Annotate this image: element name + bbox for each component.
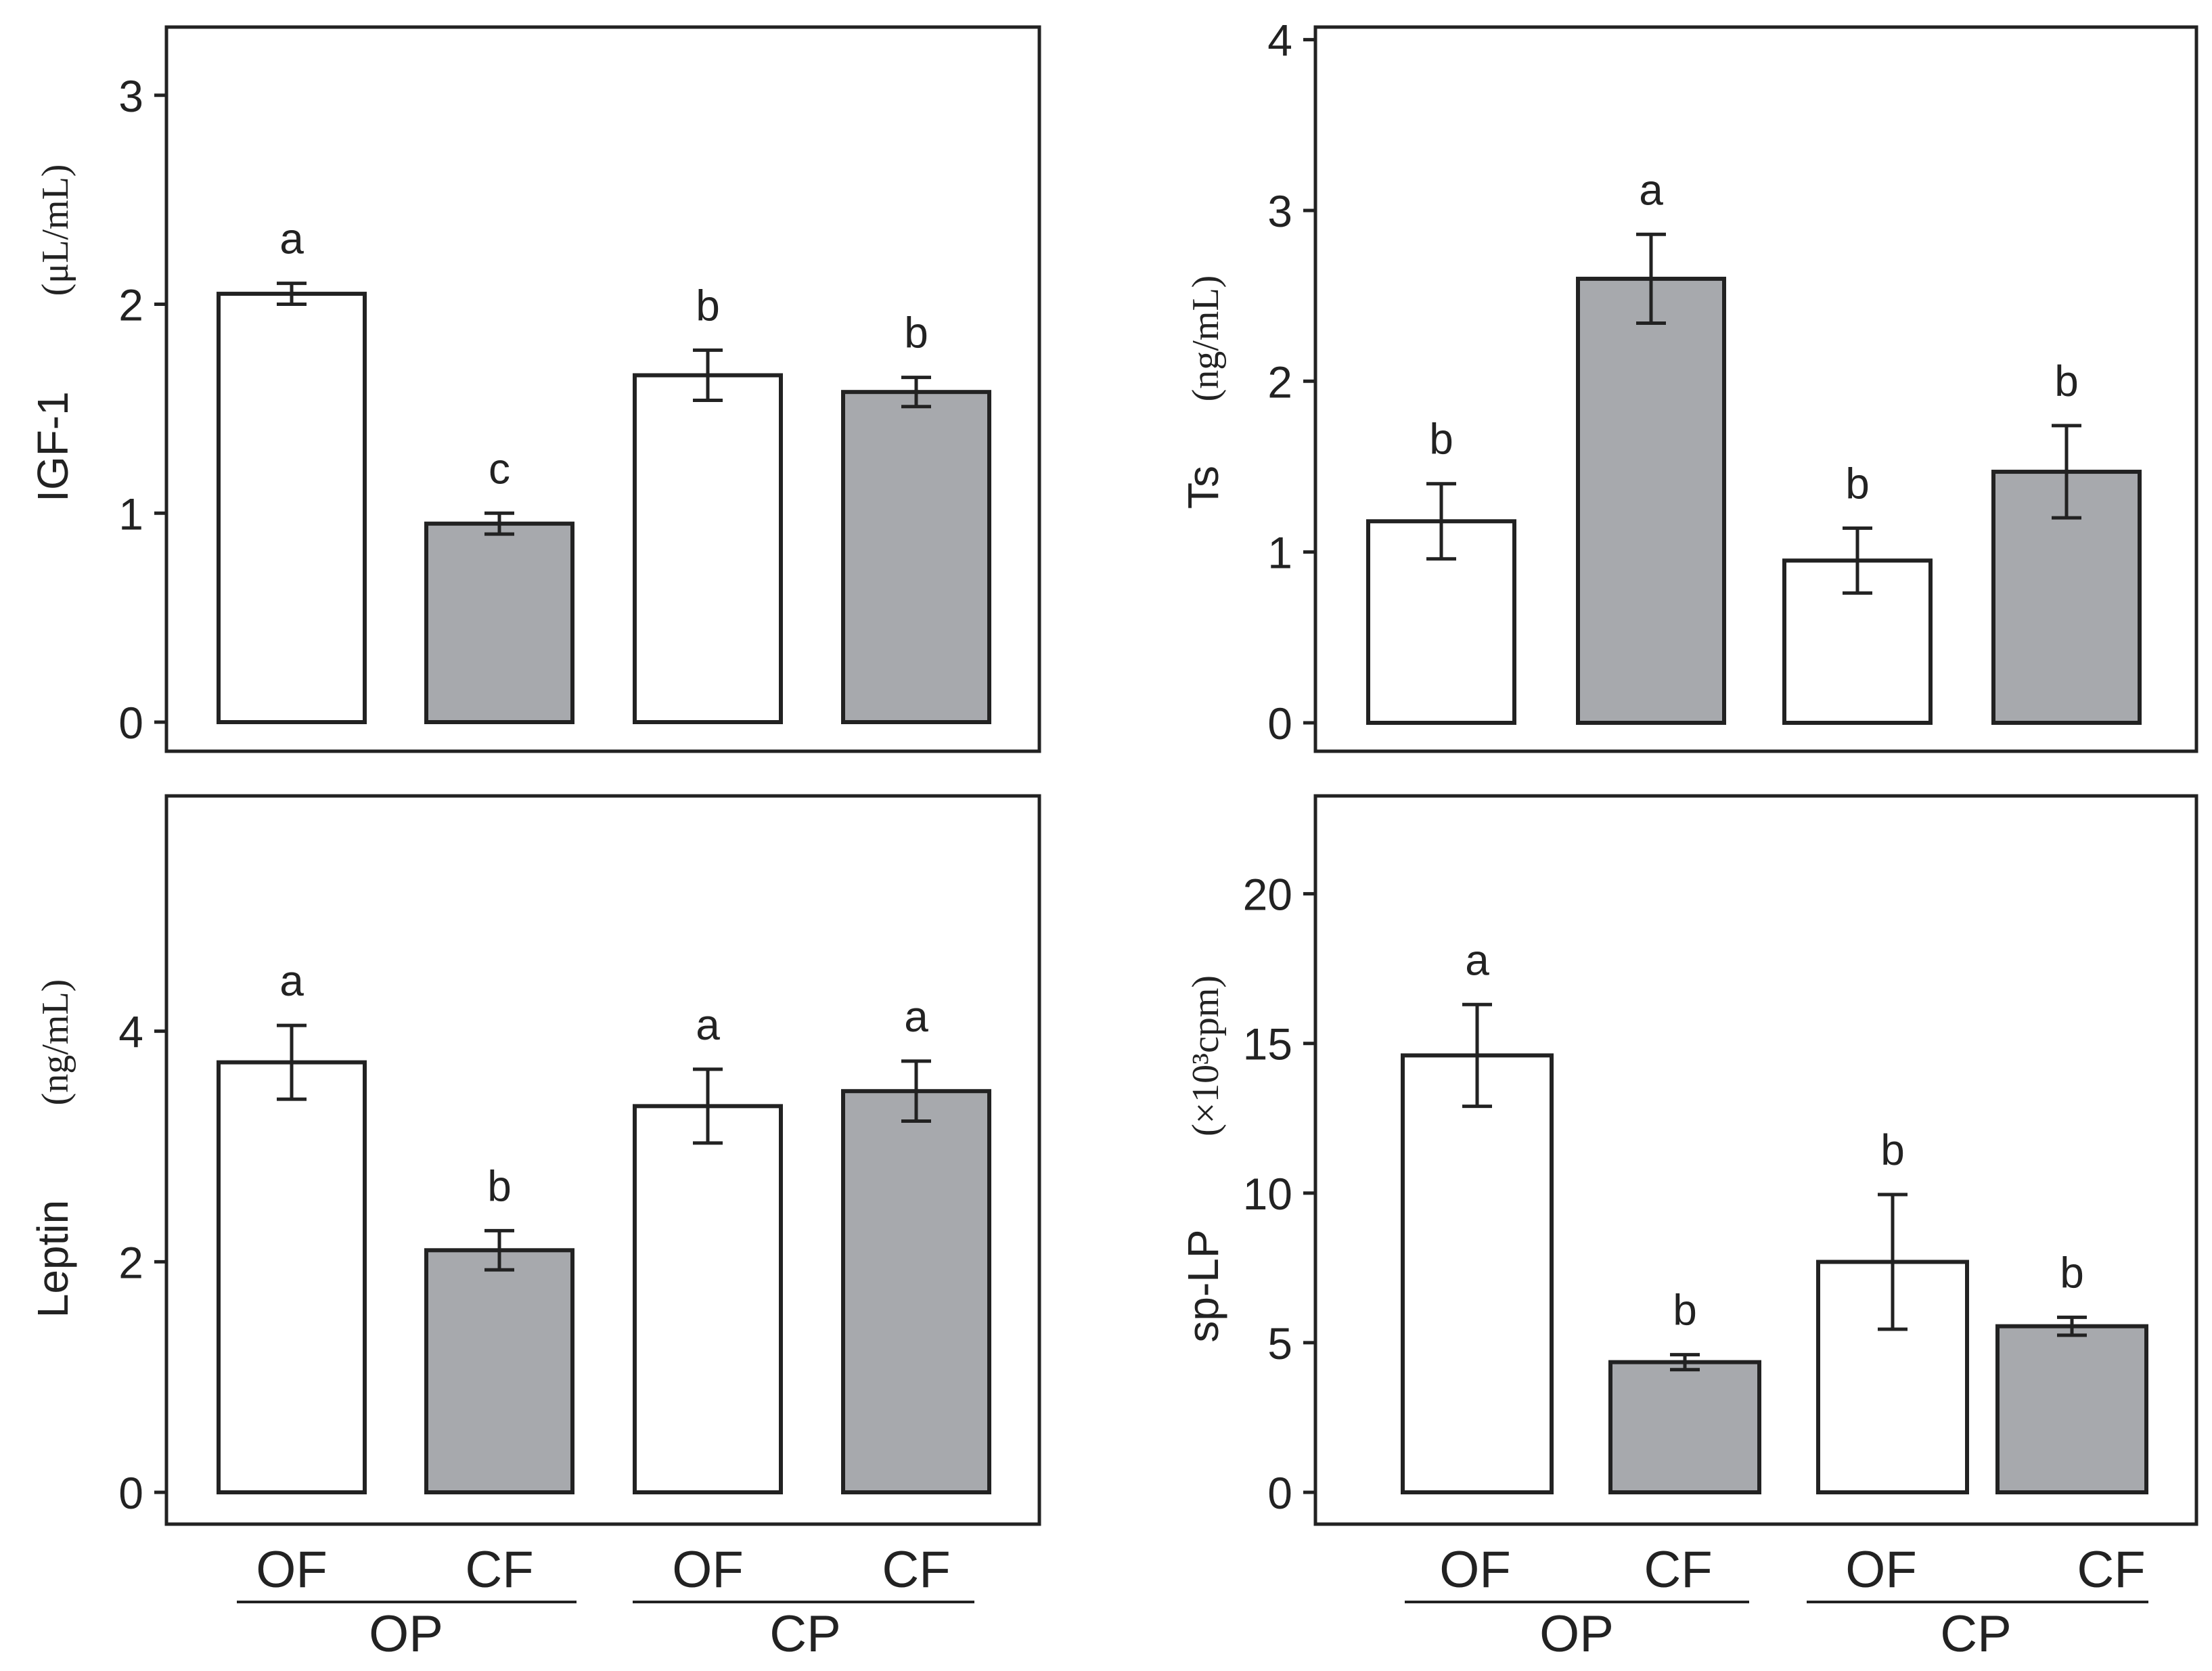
ts-significance-letters: b a b b: [1429, 165, 2079, 508]
left-xlabel-of-1: OF: [256, 1541, 328, 1599]
leptin-significance-letter-3: a: [696, 1000, 720, 1049]
igf1-bars: [217, 292, 991, 724]
ts-ylabel-main: Ts: [1179, 466, 1227, 509]
ts-bar-2: [1576, 276, 1726, 725]
left-x-group-labels: OF CF OF CF OP CP: [237, 1541, 974, 1663]
left-xlabel-cf-1: CF: [465, 1541, 533, 1599]
splp-error-bars: [1462, 1002, 2087, 1372]
splp-significance-letter-2: b: [1673, 1286, 1697, 1335]
leptin-error-bars: [277, 1023, 931, 1272]
splp-y-tick-label: 0: [1267, 1468, 1292, 1518]
right-xlabel-of-2: OF: [1845, 1541, 1917, 1599]
splp-significance-letter-3: b: [1880, 1126, 1905, 1174]
splp-ylabel-main: sp-LP: [1179, 1229, 1227, 1342]
ts-plot-frame: [1313, 25, 2198, 753]
igf1-y-tick-label: 2: [118, 280, 143, 330]
splp-panel: 0 5 10 15 20 a b b b sp-LP (×10³cpm): [1179, 794, 2198, 1526]
igf1-y-tick-label: 1: [118, 489, 143, 539]
ts-significance-letter-3: b: [1845, 459, 1870, 508]
igf1-plot-frame: [164, 25, 1041, 753]
leptin-y-axis-label: Leptin (ng/mL): [28, 979, 77, 1318]
leptin-y-tick-label: 0: [118, 1468, 143, 1518]
igf1-bar-2: [424, 521, 574, 724]
leptin-y-tick-label: 2: [118, 1237, 143, 1287]
ts-y-tick-label: 1: [1267, 528, 1292, 578]
splp-ylabel-unit: (×10³cpm): [1185, 975, 1227, 1136]
splp-y-axis-label: sp-LP (×10³cpm): [1179, 975, 1227, 1343]
igf1-ylabel-main: IGF-1: [28, 391, 77, 502]
igf1-bar-3: [633, 373, 783, 724]
splp-y-tick-label: 5: [1267, 1318, 1292, 1368]
leptin-bar-4: [841, 1089, 991, 1494]
splp-significance-letter-4: b: [2060, 1248, 2084, 1297]
ts-significance-letter-1: b: [1429, 415, 1453, 464]
leptin-significance-letter-2: b: [487, 1161, 512, 1210]
leptin-bar-3: [633, 1104, 783, 1494]
igf1-bar-4: [841, 390, 991, 724]
left-xlabel-cf-2: CF: [882, 1541, 950, 1599]
leptin-bars: [217, 1060, 991, 1494]
ts-y-tick-label: 2: [1267, 357, 1292, 407]
right-x-group-labels: OF CF OF CF OP CP: [1405, 1541, 2148, 1663]
ts-error-bars: [1426, 232, 2081, 595]
leptin-panel: 0 2 4 a b a a Leptin (ng/mL): [28, 794, 1041, 1526]
right-group-label-op: OP: [1539, 1605, 1614, 1663]
ts-significance-letter-2: a: [1639, 165, 1663, 214]
leptin-significance-letters: a b a a: [279, 956, 928, 1210]
igf1-y-axis: 0 1 2 3: [118, 71, 166, 748]
splp-bar-4: [1995, 1324, 2148, 1495]
right-xlabel-cf-1: CF: [1644, 1541, 1712, 1599]
splp-y-axis: 0 5 10 15 20: [1243, 870, 1315, 1518]
right-xlabel-of-1: OF: [1439, 1541, 1511, 1599]
igf1-y-tick-label: 3: [118, 71, 143, 121]
igf1-significance-letter-3: b: [696, 281, 720, 330]
ts-y-tick-label: 3: [1267, 186, 1292, 236]
igf1-bar-1: [217, 292, 367, 724]
leptin-significance-letter-4: a: [904, 992, 928, 1041]
ts-y-tick-label: 0: [1267, 698, 1292, 749]
splp-plot-frame: [1313, 794, 2198, 1526]
leptin-y-tick-label: 4: [118, 1007, 143, 1057]
ts-y-axis: 0 1 2 3 4: [1267, 16, 1315, 749]
right-xlabel-cf-2: CF: [2077, 1541, 2145, 1599]
leptin-bar-2: [424, 1248, 574, 1494]
igf1-significance-letter-4: b: [904, 309, 928, 357]
splp-y-tick-label: 10: [1243, 1169, 1292, 1219]
leptin-ylabel-unit: (ng/mL): [35, 979, 76, 1106]
splp-y-tick-label: 20: [1243, 870, 1292, 920]
leptin-plot-frame: [164, 794, 1041, 1526]
igf1-error-bars: [277, 282, 931, 536]
ts-panel: 0 1 2 3 4 b a b b Ts (ng/mL): [1179, 16, 2198, 753]
igf1-y-axis-label: IGF-1 (μL/mL): [28, 164, 77, 502]
splp-bars: [1401, 1053, 2148, 1495]
ts-y-tick-label: 4: [1267, 16, 1292, 66]
left-group-label-op: OP: [369, 1605, 443, 1663]
igf1-significance-letter-1: a: [279, 215, 304, 263]
ts-ylabel-unit: (ng/mL): [1185, 275, 1227, 402]
igf1-significance-letter-2: c: [489, 444, 510, 493]
leptin-bar-1: [217, 1060, 367, 1494]
leptin-ylabel-main: Leptin: [28, 1200, 77, 1318]
left-group-label-cp: CP: [769, 1605, 841, 1663]
left-xlabel-of-2: OF: [672, 1541, 744, 1599]
splp-y-tick-label: 15: [1243, 1019, 1292, 1069]
igf1-significance-letters: a c b b: [279, 215, 928, 493]
ts-significance-letter-4: b: [2054, 357, 2079, 405]
igf1-ylabel-unit: (μL/mL): [35, 164, 76, 296]
igf1-panel: 0 1 2 3 a c b b IGF-1 (μL/mL): [28, 25, 1041, 753]
splp-significance-letters: a b b b: [1465, 935, 2084, 1334]
ts-y-axis-label: Ts (ng/mL): [1179, 275, 1227, 509]
splp-bar-2: [1608, 1360, 1761, 1494]
right-group-label-cp: CP: [1940, 1605, 2012, 1663]
leptin-y-axis: 0 2 4: [118, 1007, 166, 1518]
splp-significance-letter-1: a: [1465, 935, 1489, 984]
igf1-y-tick-label: 0: [118, 698, 143, 748]
splp-bar-1: [1401, 1053, 1554, 1495]
leptin-significance-letter-1: a: [279, 956, 304, 1005]
